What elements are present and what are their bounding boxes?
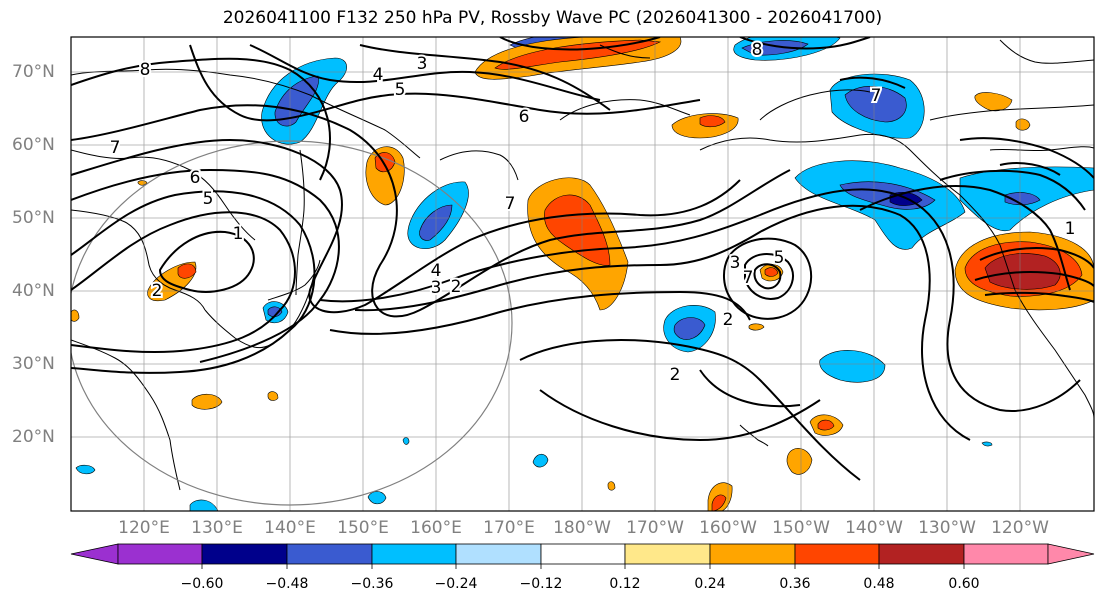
colorbar-tick-label: −0.36 bbox=[350, 576, 394, 592]
contour-label: 2 bbox=[152, 281, 163, 301]
longitude-label: 170°E bbox=[483, 518, 535, 538]
colorbar-tick-label: −0.12 bbox=[519, 576, 563, 592]
colorbar-tick-label: 0.60 bbox=[948, 576, 980, 592]
longitude-label: 150°W bbox=[772, 518, 830, 538]
longitude-label: 120°W bbox=[991, 518, 1049, 538]
map-plot-area: 3 4 5 6 7 8 7 6 5 1 2 3 4 2 7 5 2 2 3 7 … bbox=[71, 37, 1094, 511]
colorbar-tick-label: −0.60 bbox=[180, 576, 224, 592]
contour-label: 3 bbox=[730, 253, 741, 273]
graticule bbox=[71, 37, 1094, 511]
longitude-label: 170°W bbox=[626, 518, 684, 538]
colorbar-tick-label: −0.48 bbox=[265, 576, 309, 592]
longitude-label: 160°W bbox=[699, 518, 757, 538]
latitude-label: 20°N bbox=[12, 427, 55, 447]
longitude-label: 140°E bbox=[264, 518, 316, 538]
contour-label: 2 bbox=[723, 310, 734, 330]
contour-label: 6 bbox=[519, 107, 530, 127]
contour-label: 7 bbox=[743, 268, 754, 288]
contour-label: 4 bbox=[373, 65, 384, 85]
contour-label: 7 bbox=[871, 86, 882, 106]
colorbar-tick-label: 0.24 bbox=[694, 576, 726, 592]
latitude-label: 60°N bbox=[12, 135, 55, 155]
colorbar-tick-label: 0.36 bbox=[779, 576, 811, 592]
colorbar-extend-low bbox=[70, 543, 119, 565]
colorbar-tick-label: 0.12 bbox=[609, 576, 641, 592]
longitude-label: 130°W bbox=[918, 518, 976, 538]
colorbar-extend-high bbox=[1047, 543, 1095, 565]
contour-label: 2 bbox=[670, 365, 681, 385]
colorbar-tick-label: 0.48 bbox=[863, 576, 895, 592]
colorbar bbox=[70, 543, 1095, 569]
longitude-label: 180°W bbox=[553, 518, 611, 538]
longitude-label: 150°E bbox=[337, 518, 389, 538]
longitude-label: 140°W bbox=[845, 518, 903, 538]
longitude-label: 120°E bbox=[118, 518, 170, 538]
colorbar-tick-label: −0.24 bbox=[434, 576, 478, 592]
longitude-label: 160°E bbox=[410, 518, 462, 538]
contour-label: 1 bbox=[1065, 219, 1076, 239]
longitude-label: 130°E bbox=[191, 518, 243, 538]
contour-label: 3 bbox=[417, 54, 428, 74]
radius-circle bbox=[71, 140, 513, 506]
contour-label: 7 bbox=[110, 138, 121, 158]
contour-label: 4 bbox=[431, 261, 442, 281]
contour-label: 7 bbox=[505, 194, 516, 214]
contour-label: 8 bbox=[140, 60, 151, 80]
contour-label: 2 bbox=[451, 277, 462, 297]
latitude-label: 70°N bbox=[12, 62, 55, 82]
contour-label: 8 bbox=[752, 40, 763, 60]
contour-label: 6 bbox=[190, 168, 201, 188]
pv-contours bbox=[71, 37, 1094, 481]
latitude-label: 50°N bbox=[12, 208, 55, 228]
map-frame bbox=[70, 36, 1095, 512]
map-title: 2026041100 F132 250 hPa PV, Rossby Wave … bbox=[222, 8, 883, 28]
contour-labels: 3 4 5 6 7 8 7 6 5 1 2 3 4 2 7 5 2 2 3 7 … bbox=[108, 38, 1078, 387]
contour-label: 5 bbox=[395, 80, 406, 100]
contour-label: 1 bbox=[233, 224, 244, 244]
contour-label: 5 bbox=[203, 189, 214, 209]
contour-label: 3 bbox=[431, 278, 442, 298]
contour-label: 5 bbox=[774, 248, 785, 268]
latitude-label: 40°N bbox=[12, 281, 55, 301]
latitude-label: 30°N bbox=[12, 354, 55, 374]
